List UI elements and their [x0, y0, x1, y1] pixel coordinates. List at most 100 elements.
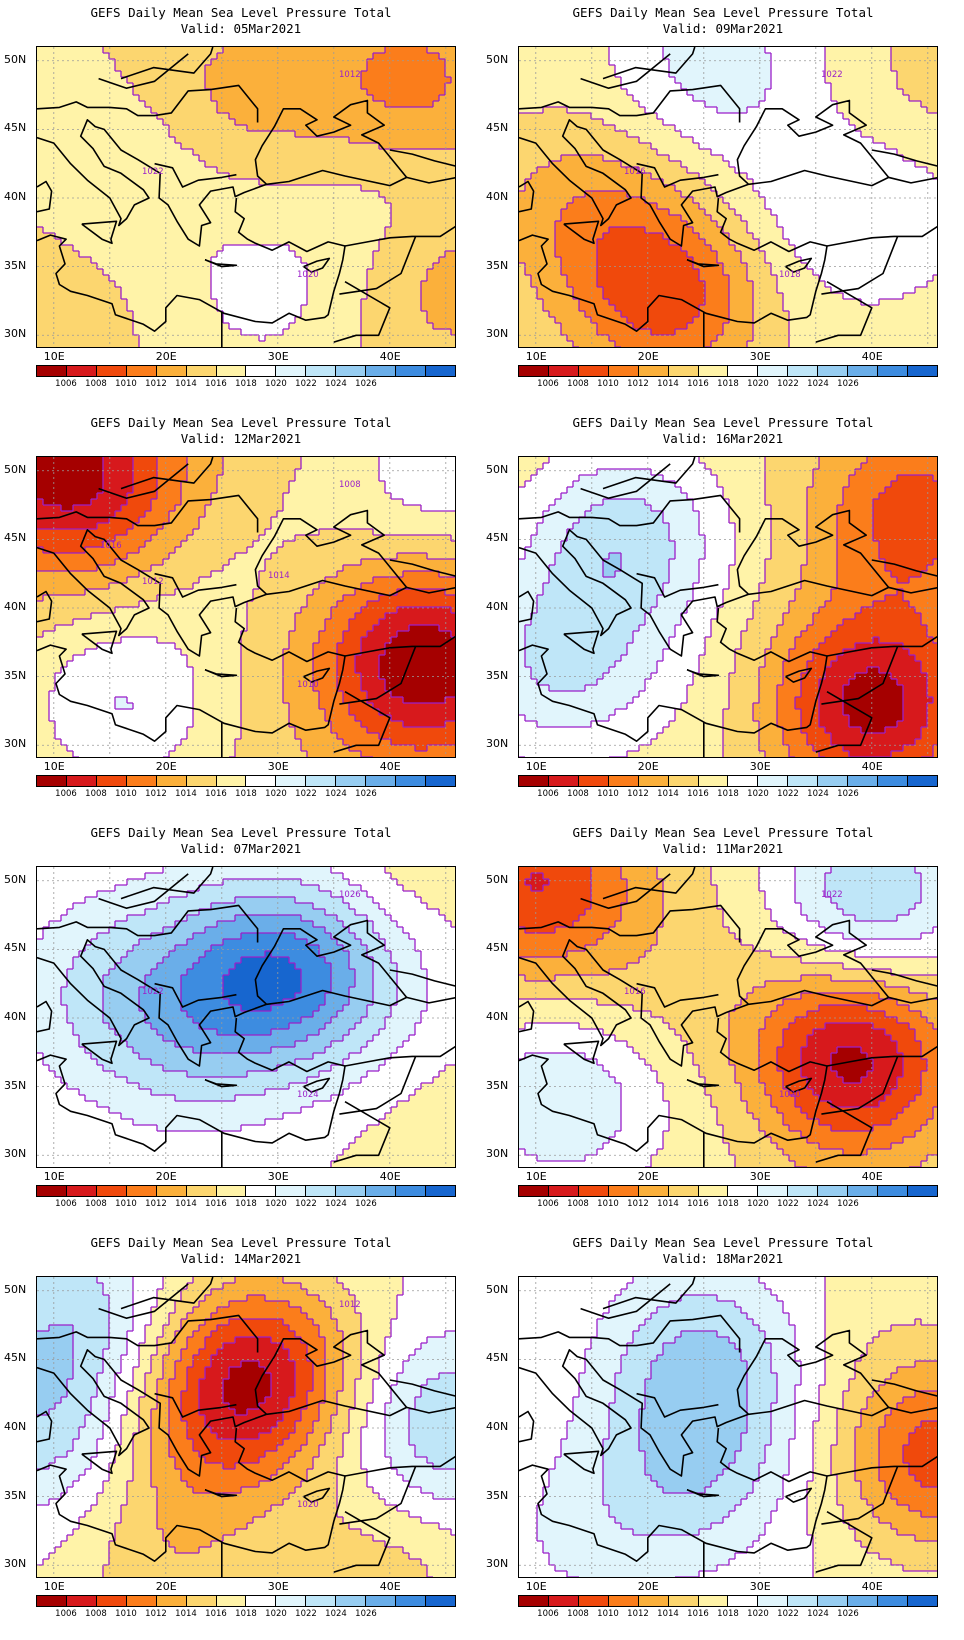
colorbar-swatch	[156, 1596, 187, 1606]
colorbar-swatch	[126, 366, 157, 376]
isobar-label: 1022	[821, 70, 843, 80]
colorbar-label: 1016	[205, 379, 227, 389]
colorbar-swatch	[638, 366, 669, 376]
isobar-label: 1016	[624, 167, 646, 177]
colorbar-label: 1006	[537, 1199, 559, 1209]
colorbar-swatch	[276, 366, 307, 376]
colorbar-label: 1024	[807, 1199, 829, 1209]
colorbar-swatch	[728, 776, 759, 786]
longitude-tick-label: 10E	[44, 351, 65, 363]
colorbar-swatch	[608, 776, 639, 786]
latitude-tick-label: 45N	[4, 1352, 26, 1364]
colorbar-swatch	[96, 776, 127, 786]
latitude-tick-label: 35N	[486, 669, 508, 682]
colorbar-swatch	[818, 1186, 849, 1196]
latitude-tick-label: 35N	[4, 1489, 26, 1502]
colorbar-swatch	[788, 1596, 819, 1606]
latitude-tick-label: 45N	[4, 942, 26, 954]
longitude-tick-label: 40E	[862, 1581, 883, 1593]
isobar-label: 1020	[779, 1090, 801, 1100]
colorbar-swatch	[336, 1186, 367, 1196]
map-plot-area: 1012 1020 1022	[36, 46, 456, 348]
colorbar-label: 1016	[687, 789, 709, 799]
colorbar	[36, 775, 456, 787]
colorbar-label: 1010	[597, 1609, 619, 1619]
colorbar-label: 1014	[657, 1609, 679, 1619]
colorbar-label: 1024	[325, 1609, 347, 1619]
colorbar-swatch	[276, 776, 307, 786]
colorbar-label: 1014	[175, 1609, 197, 1619]
colorbar-label: 1026	[355, 1199, 377, 1209]
pressure-map: 1012 1020	[37, 1277, 455, 1577]
longitude-tick-label: 10E	[526, 1171, 547, 1183]
colorbar-swatch	[907, 776, 937, 786]
colorbar-label: 1006	[537, 379, 559, 389]
map-panel-p2: GEFS Daily Mean Sea Level Pressure Total…	[0, 410, 482, 820]
map-valid-date: Valid: 05Mar2021	[0, 21, 482, 37]
colorbar-label: 1016	[205, 789, 227, 799]
graticule	[37, 867, 455, 1167]
colorbar-label: 1022	[295, 1609, 317, 1619]
pressure-map: 1012 1020 1022	[37, 47, 455, 347]
colorbar-swatch	[96, 366, 127, 376]
longitude-tick-label: 30E	[268, 1581, 289, 1593]
colorbar-label: 1006	[55, 1199, 77, 1209]
map-title: GEFS Daily Mean Sea Level Pressure Total	[0, 415, 482, 431]
colorbar-label: 1014	[657, 379, 679, 389]
colorbar-swatch	[818, 366, 849, 376]
colorbar-swatch	[548, 1186, 579, 1196]
colorbar-label: 1022	[777, 1199, 799, 1209]
map-title: GEFS Daily Mean Sea Level Pressure Total	[0, 825, 482, 841]
longitude-tick-label: 20E	[638, 761, 659, 773]
longitude-tick-label: 10E	[526, 1581, 547, 1593]
colorbar-label: 1008	[567, 1199, 589, 1209]
pressure-fill	[37, 1277, 455, 1577]
colorbar-label: 1008	[85, 1199, 107, 1209]
latitude-tick-label: 40N	[4, 191, 26, 203]
coastlines	[519, 47, 937, 347]
colorbar-swatch	[519, 1186, 549, 1196]
map-title: GEFS Daily Mean Sea Level Pressure Total	[482, 415, 964, 431]
colorbar-swatch	[396, 366, 426, 376]
colorbar-swatch	[37, 366, 67, 376]
colorbar-swatch	[788, 366, 819, 376]
colorbar-label: 1020	[265, 789, 287, 799]
colorbar-swatch	[186, 1186, 217, 1196]
latitude-tick-label: 40N	[4, 1011, 26, 1023]
colorbar-label: 1018	[717, 1609, 739, 1619]
colorbar-swatch	[306, 1186, 337, 1196]
pressure-map: 1008 1010 1012 1014 1016	[37, 457, 455, 757]
colorbar-label: 1012	[145, 789, 167, 799]
isobars	[37, 867, 455, 1167]
colorbar	[36, 365, 456, 377]
longitude-tick-label: 40E	[380, 1581, 401, 1593]
colorbar-label: 1012	[627, 789, 649, 799]
colorbar-label: 1022	[295, 379, 317, 389]
graticule	[37, 47, 455, 347]
coastlines	[519, 457, 937, 757]
colorbar-label: 1008	[85, 379, 107, 389]
colorbar-label: 1018	[717, 1199, 739, 1209]
pressure-map	[519, 457, 937, 757]
colorbar-swatch	[788, 776, 819, 786]
colorbar-swatch	[66, 366, 97, 376]
colorbar-label: 1006	[55, 1609, 77, 1619]
colorbar-label: 1006	[55, 379, 77, 389]
colorbar-swatch	[366, 1596, 397, 1606]
longitude-tick-label: 40E	[380, 351, 401, 363]
colorbar-swatch	[578, 776, 609, 786]
colorbar-label: 1006	[537, 789, 559, 799]
colorbar-label: 1018	[235, 1609, 257, 1619]
colorbar-swatch	[156, 1186, 187, 1196]
colorbar-label: 1016	[687, 1609, 709, 1619]
colorbar-swatch	[728, 366, 759, 376]
longitude-tick-label: 20E	[156, 351, 177, 363]
coastlines	[519, 867, 937, 1167]
colorbar-label: 1006	[537, 1609, 559, 1619]
colorbar-label: 1026	[355, 379, 377, 389]
latitude-tick-label: 30N	[486, 328, 508, 340]
latitude-tick-label: 50N	[4, 1283, 26, 1296]
colorbar-label: 1020	[747, 1199, 769, 1209]
colorbar-label: 1012	[627, 1199, 649, 1209]
colorbar-swatch	[848, 1596, 879, 1606]
